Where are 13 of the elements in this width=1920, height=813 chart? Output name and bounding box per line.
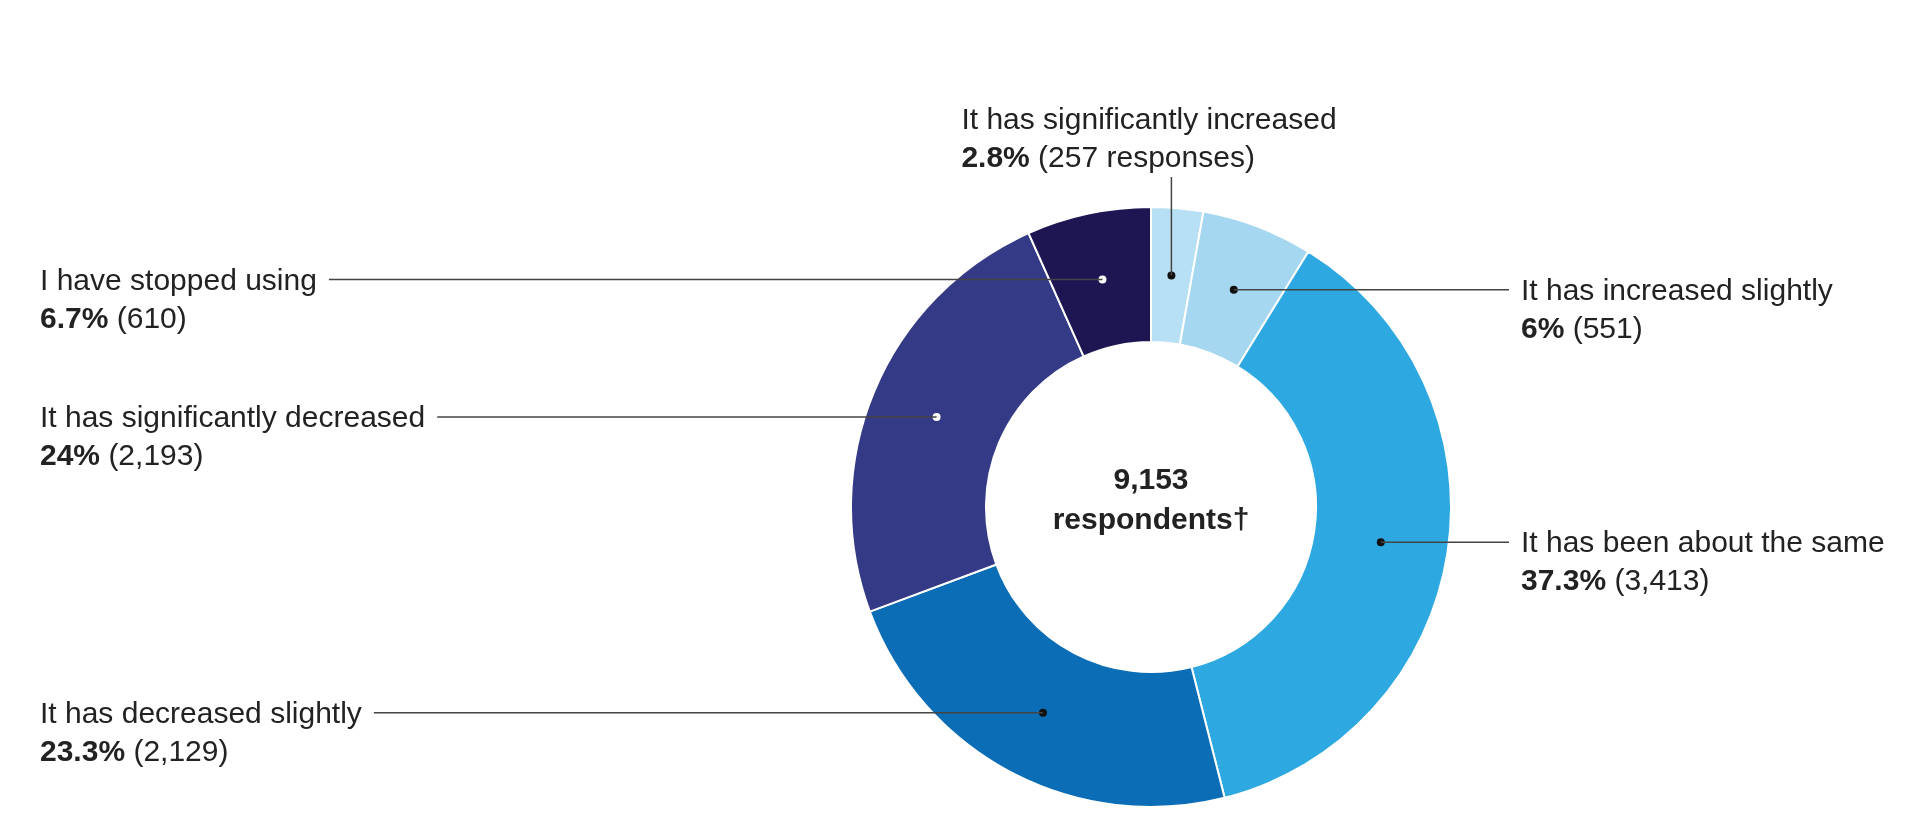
slice-label: It has been about the same	[1521, 525, 1885, 559]
slice-label: It has increased slightly	[1521, 272, 1833, 306]
data-label: 2.8% (257 responses)	[961, 140, 1255, 173]
slice-label: It has decreased slightly	[40, 695, 362, 729]
data-label: 37.3% (3,413)	[1521, 563, 1710, 597]
data-label: 6.7% (610)	[40, 300, 187, 334]
slice-label: It has significantly increased	[961, 102, 1337, 135]
data-label: 6% (551)	[1521, 310, 1643, 344]
text: 9,153 respondents†	[1052, 462, 1250, 535]
slice-label: I have stopped using	[40, 262, 317, 296]
data-label: 24% (2,193)	[40, 438, 204, 472]
data-label: 23.3% (2,129)	[40, 733, 229, 767]
slice-label: It has significantly decreased	[40, 400, 426, 434]
